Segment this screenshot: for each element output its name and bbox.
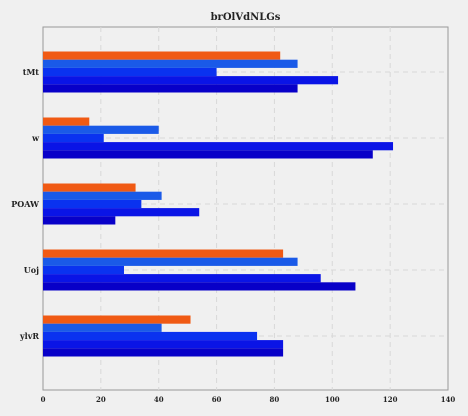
bar <box>43 59 298 68</box>
bar <box>43 331 258 341</box>
bar <box>43 125 159 134</box>
bar <box>43 150 373 159</box>
chart-title: brOlVdNLGs <box>211 12 281 23</box>
category-label: POAW <box>11 199 40 209</box>
bar <box>43 142 394 151</box>
x-tick-label: 0 <box>41 395 46 404</box>
bar <box>43 183 136 192</box>
x-tick-label: 140 <box>441 395 456 404</box>
category-label: ylvR <box>19 331 39 341</box>
bar <box>43 84 298 93</box>
category-label: w <box>31 133 40 143</box>
bar <box>43 282 356 291</box>
category-label: Uoj <box>24 265 39 275</box>
bar <box>43 323 162 332</box>
bar <box>43 315 191 324</box>
x-tick-label: 40 <box>154 395 164 404</box>
x-tick-label: 20 <box>96 395 106 404</box>
bar <box>43 67 217 77</box>
x-tick-label: 80 <box>270 395 280 404</box>
bar <box>43 191 162 200</box>
category-label: tMt <box>23 67 40 77</box>
bar <box>43 249 284 258</box>
y-axis: tMt w POAW Uoj ylvR <box>11 67 40 341</box>
bar <box>43 76 339 85</box>
bars <box>43 51 394 357</box>
bar <box>43 257 298 266</box>
bar <box>43 199 142 209</box>
bar <box>43 340 284 349</box>
bar <box>43 274 321 283</box>
bar <box>43 208 200 217</box>
bar <box>43 133 104 143</box>
bar <box>43 51 281 60</box>
bar <box>43 265 124 275</box>
bar <box>43 348 284 357</box>
x-axis: 0 20 40 60 80 100 120 140 <box>41 395 456 404</box>
bar <box>43 216 116 225</box>
x-tick-label: 100 <box>325 395 340 404</box>
x-tick-label: 60 <box>212 395 222 404</box>
x-tick-label: 120 <box>383 395 398 404</box>
bar <box>43 117 90 126</box>
